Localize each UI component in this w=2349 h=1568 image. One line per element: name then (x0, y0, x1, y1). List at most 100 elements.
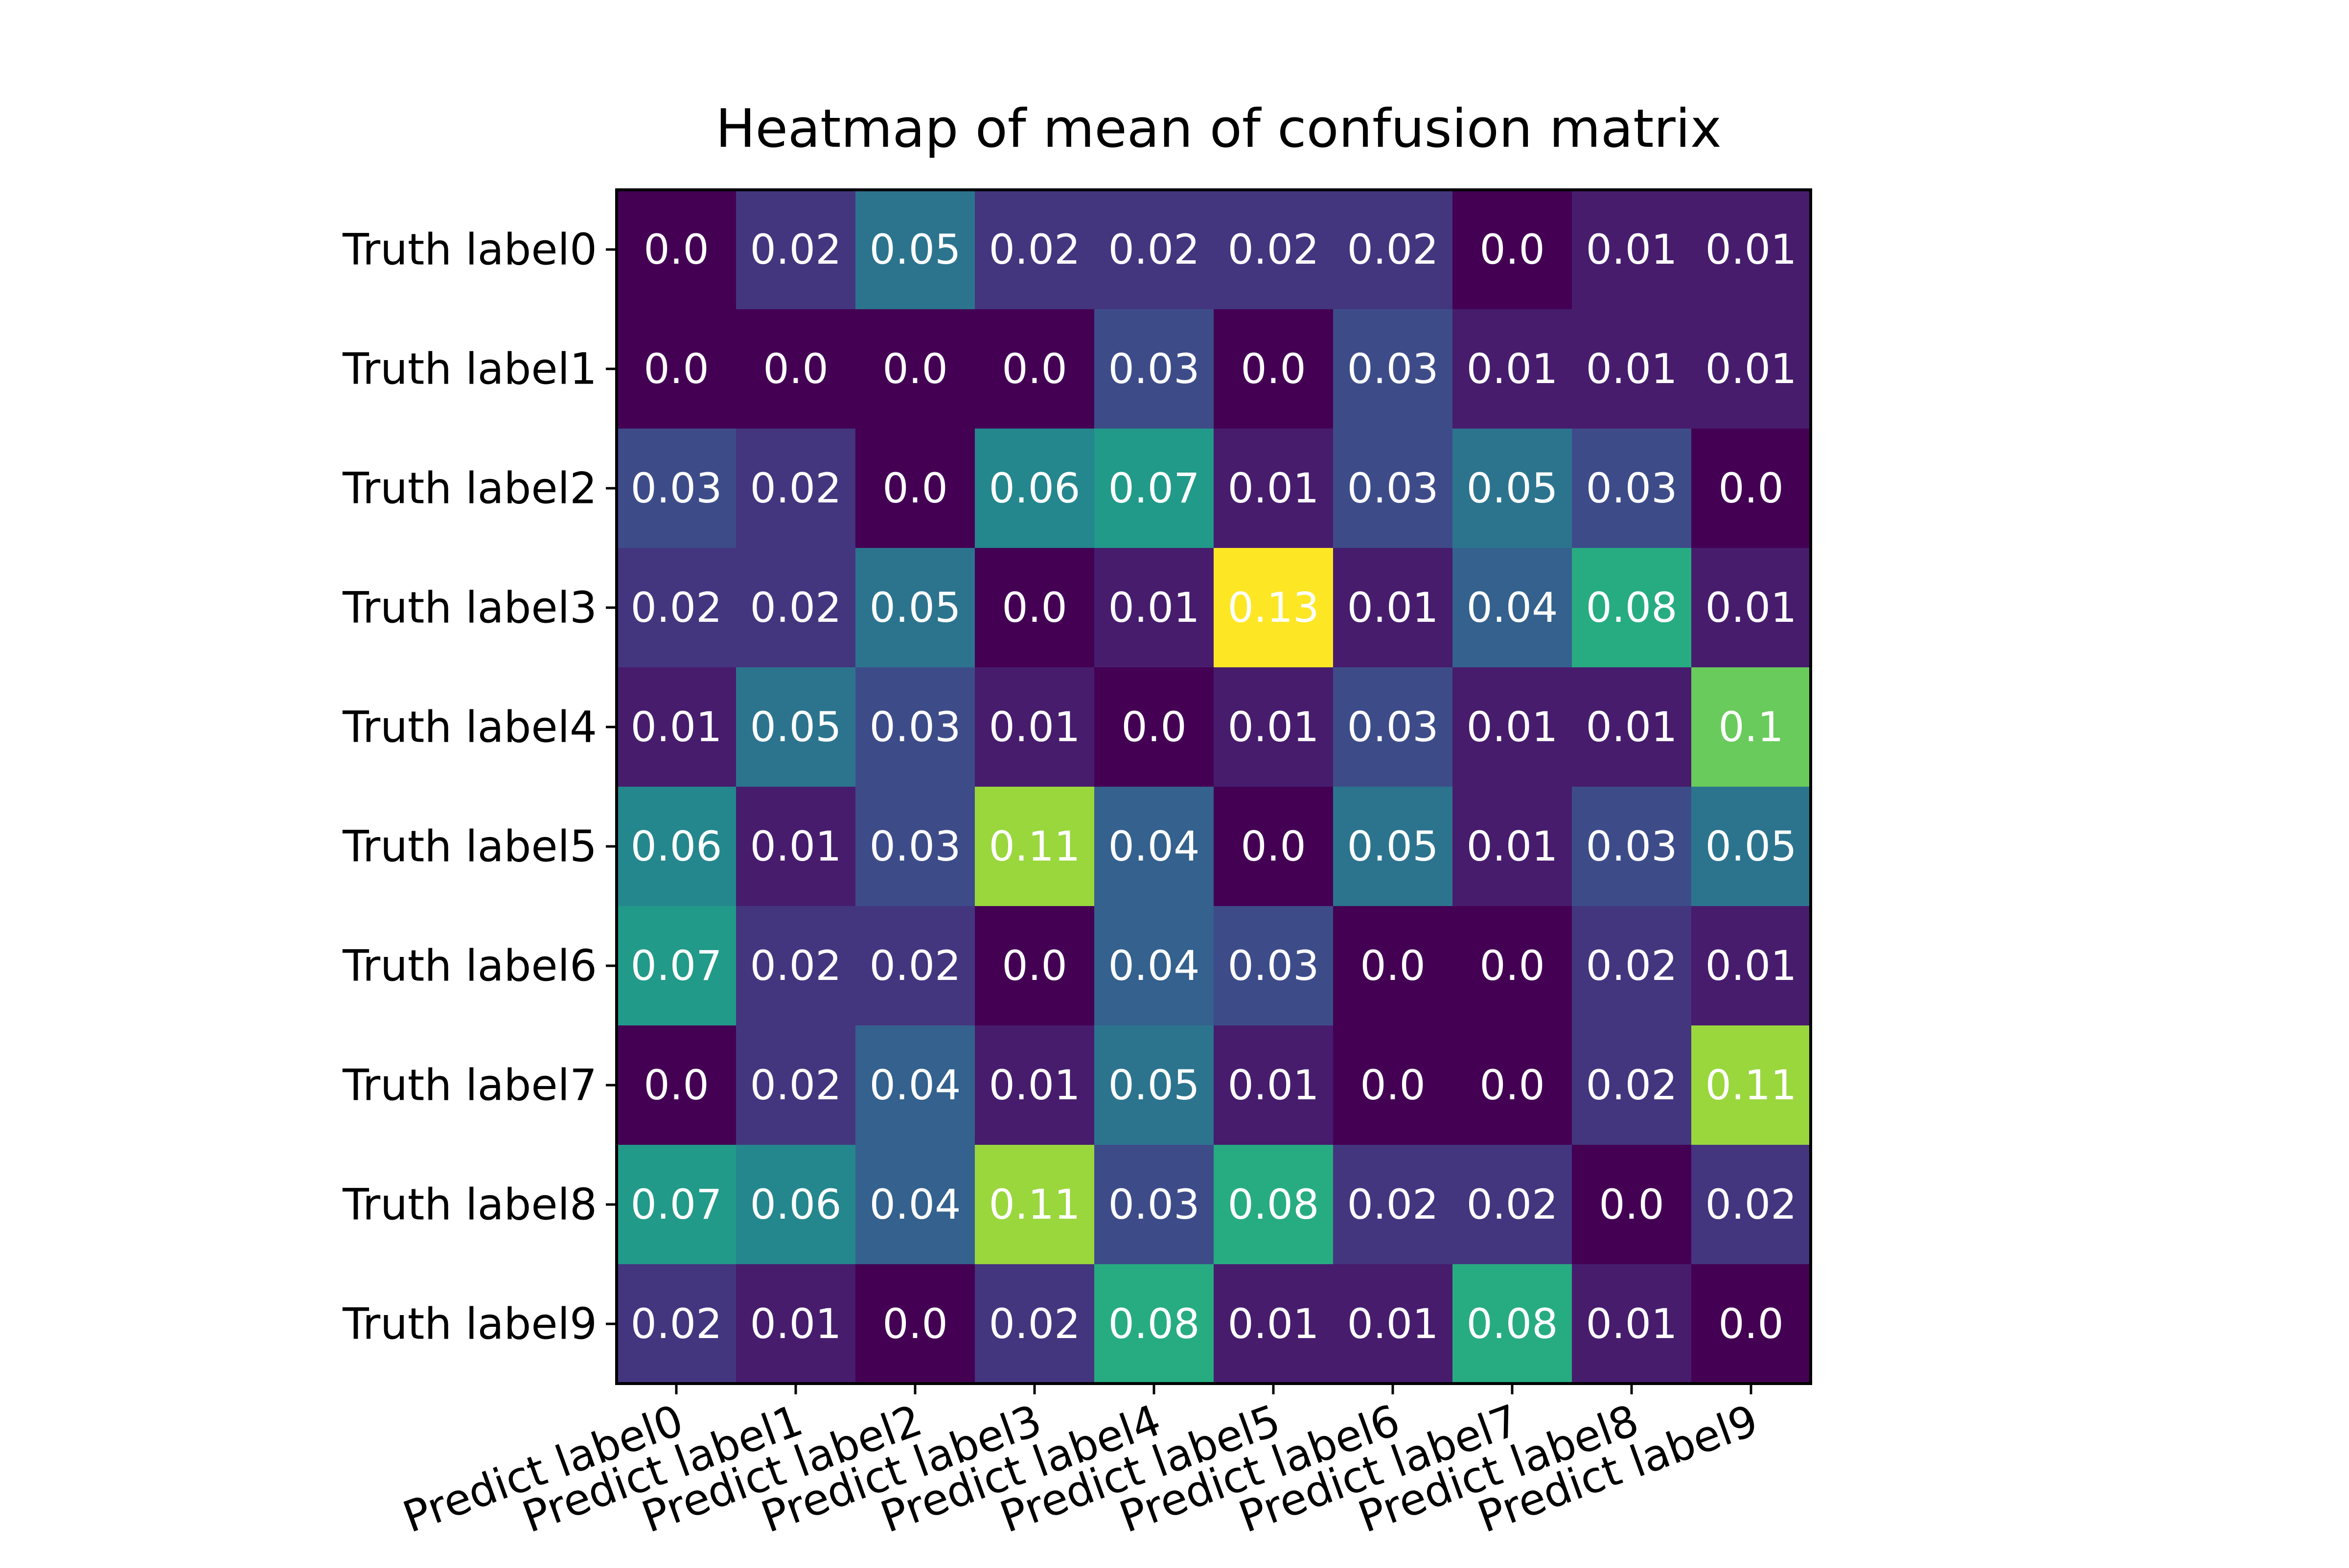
heatmap-cell-r8-c9 (1691, 1145, 1811, 1265)
y-tick-label: Truth label3 (342, 583, 597, 633)
heatmap-cell-r8-c1 (736, 1145, 856, 1265)
heatmap-cell-r4-c0 (617, 667, 737, 787)
y-tick-label: Truth label5 (342, 821, 597, 872)
cell-value-label-r2-c8: 0.03 (1586, 464, 1677, 512)
heatmap-cells (617, 190, 1811, 1384)
cell-value-label-r3-c8: 0.08 (1586, 584, 1677, 632)
heatmap-cell-r6-c1 (736, 906, 856, 1026)
cell-value-label-r8-c6: 0.02 (1347, 1181, 1438, 1228)
heatmap-cell-r4-c1 (736, 667, 856, 787)
cell-value-label-r0-c2: 0.05 (869, 226, 961, 273)
cell-value-label-r4-c2: 0.03 (869, 703, 961, 751)
heatmap-cell-r9-c6 (1333, 1264, 1453, 1384)
heatmap-cell-r6-c5 (1214, 906, 1334, 1026)
heatmap-cell-r7-c4 (1094, 1025, 1214, 1145)
cell-value-label-r8-c2: 0.04 (869, 1181, 961, 1228)
heatmap-cell-r7-c8 (1572, 1025, 1692, 1145)
cell-value-label-r6-c9: 0.01 (1705, 942, 1796, 990)
cell-value-label-r3-c4: 0.01 (1108, 584, 1199, 632)
heatmap-cell-r7-c0 (617, 1025, 737, 1145)
heatmap-cell-r2-c1 (736, 429, 856, 548)
heatmap-cell-r3-c4 (1094, 548, 1214, 668)
cell-value-label-r5-c9: 0.05 (1705, 822, 1796, 870)
y-tick-label: Truth label7 (342, 1060, 597, 1111)
cell-value-label-r3-c0: 0.02 (630, 584, 722, 632)
cell-value-label-r7-c0: 0.0 (644, 1061, 709, 1109)
cell-value-label-r3-c6: 0.01 (1347, 584, 1438, 632)
cell-value-label-r0-c9: 0.01 (1705, 226, 1796, 273)
heatmap-cell-r5-c6 (1333, 787, 1453, 907)
cell-value-label-r5-c3: 0.11 (989, 822, 1080, 870)
heatmap-cell-r3-c8 (1572, 548, 1692, 668)
heatmap-cell-r1-c6 (1333, 309, 1453, 429)
cell-value-label-r7-c4: 0.05 (1108, 1061, 1199, 1109)
y-axis: Truth label0 Truth label1 Truth label2 Trut… (342, 225, 617, 1349)
cell-value-label-r4-c3: 0.01 (989, 703, 1080, 751)
cell-value-label-r0-c8: 0.01 (1586, 226, 1677, 273)
cell-value-label-r5-c0: 0.06 (630, 822, 722, 870)
heatmap-cell-r9-c9 (1691, 1264, 1811, 1384)
heatmap-cell-r8-c6 (1333, 1145, 1453, 1265)
cell-value-label-r9-c6: 0.01 (1347, 1300, 1438, 1348)
cell-value-label-r2-c2: 0.0 (882, 464, 948, 512)
cell-value-label-r7-c5: 0.01 (1227, 1061, 1319, 1109)
cell-value-label-r4-c6: 0.03 (1347, 703, 1438, 751)
cell-value-label-r2-c4: 0.07 (1108, 464, 1199, 512)
heatmap-cell-r3-c1 (736, 548, 856, 668)
heatmap-cell-r8-c5 (1214, 1145, 1334, 1265)
heatmap-cell-r4-c8 (1572, 667, 1692, 787)
cell-value-label-r6-c6: 0.0 (1360, 942, 1426, 990)
cell-value-label-r3-c9: 0.01 (1705, 584, 1796, 632)
cell-value-label-r4-c8: 0.01 (1586, 703, 1677, 751)
cell-value-label-r6-c1: 0.02 (750, 942, 841, 990)
heatmap-cell-r6-c0 (617, 906, 737, 1026)
cell-value-label-r3-c2: 0.05 (869, 584, 961, 632)
cell-value-label-r7-c1: 0.02 (750, 1061, 841, 1109)
cell-value-label-r8-c5: 0.08 (1227, 1181, 1319, 1228)
heatmap-cell-r7-c5 (1214, 1025, 1334, 1145)
heatmap-cell-r4-c5 (1214, 667, 1334, 787)
cell-value-label-r5-c4: 0.04 (1108, 822, 1199, 870)
heatmap-cell-r5-c8 (1572, 787, 1692, 907)
heatmap-cell-r4-c2 (855, 667, 975, 787)
heatmap-cell-r9-c2 (855, 1264, 975, 1384)
cell-value-label-r1-c0: 0.0 (644, 345, 709, 393)
heatmap-cell-r5-c1 (736, 787, 856, 907)
heatmap-cell-r7-c9 (1691, 1025, 1811, 1145)
cell-value-label-r6-c2: 0.02 (869, 942, 961, 990)
cell-value-label-r7-c8: 0.02 (1586, 1061, 1677, 1109)
heatmap-cell-r8-c0 (617, 1145, 737, 1265)
heatmap-cell-r6-c2 (855, 906, 975, 1026)
heatmap-cell-r0-c1 (736, 190, 856, 310)
heatmap-cell-r0-c4 (1094, 190, 1214, 310)
heatmap-cell-r7-c3 (975, 1025, 1095, 1145)
cell-value-label-r8-c1: 0.06 (750, 1181, 841, 1228)
heatmap-cell-r9-c7 (1452, 1264, 1572, 1384)
y-tick-label: Truth label9 (342, 1299, 597, 1349)
heatmap-cell-r0-c8 (1572, 190, 1692, 310)
cell-value-label-r7-c2: 0.04 (869, 1061, 961, 1109)
cell-value-label-r5-c7: 0.01 (1466, 822, 1558, 870)
heatmap-cell-r4-c7 (1452, 667, 1572, 787)
cell-value-label-r0-c5: 0.02 (1227, 226, 1319, 273)
cell-value-label-r8-c7: 0.02 (1466, 1181, 1558, 1228)
heatmap-cell-r4-c6 (1333, 667, 1453, 787)
cell-value-label-r9-c3: 0.02 (989, 1300, 1080, 1348)
y-tick-label: Truth label2 (342, 463, 597, 514)
cell-value-label-r2-c0: 0.03 (630, 464, 722, 512)
heatmap-cell-r8-c7 (1452, 1145, 1572, 1265)
cell-value-label-r4-c9: 0.1 (1718, 703, 1784, 751)
cell-value-label-r5-c5: 0.0 (1241, 822, 1306, 870)
cell-value-label-r7-c6: 0.0 (1360, 1061, 1426, 1109)
cell-value-label-r0-c0: 0.0 (644, 226, 709, 273)
cell-value-label-r6-c5: 0.03 (1227, 942, 1319, 990)
cell-value-label-r2-c9: 0.0 (1718, 464, 1784, 512)
cell-value-label-r1-c3: 0.0 (1002, 345, 1067, 393)
cell-value-label-r9-c7: 0.08 (1466, 1300, 1558, 1348)
cell-value-label-r0-c6: 0.02 (1347, 226, 1438, 273)
heatmap-cell-r3-c5 (1214, 548, 1334, 668)
cell-value-label-r9-c5: 0.01 (1227, 1300, 1319, 1348)
